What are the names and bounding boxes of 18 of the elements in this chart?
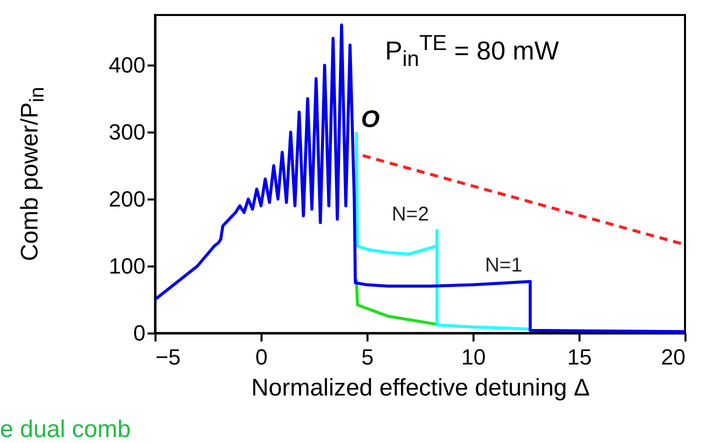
y-tick-label: 200 [108,186,146,212]
x-tick-label: 0 [255,344,268,370]
x-tick-label: 5 [361,344,374,370]
series-label: N=2 [392,204,429,226]
annotation: P$_{in}$$^{TE}$ = 80 mW [385,30,559,72]
x-tick-label: −5 [156,344,181,370]
x-tick-label: 10 [461,344,486,370]
y-tick-label: 300 [108,120,146,145]
x-tick-label: 20 [661,344,686,370]
y-tick-label: 100 [108,254,146,279]
text: e dual comb [0,416,131,443]
series-label: N=1 [484,254,522,276]
line-series [354,278,438,326]
x-axis-title: Normalized effective detuning Δ [251,374,590,402]
y-tick-label: 0 [133,320,146,346]
x-tick-label: 15 [567,344,592,370]
y-tick-label: 400 [108,52,146,78]
annotation: O [361,106,380,134]
